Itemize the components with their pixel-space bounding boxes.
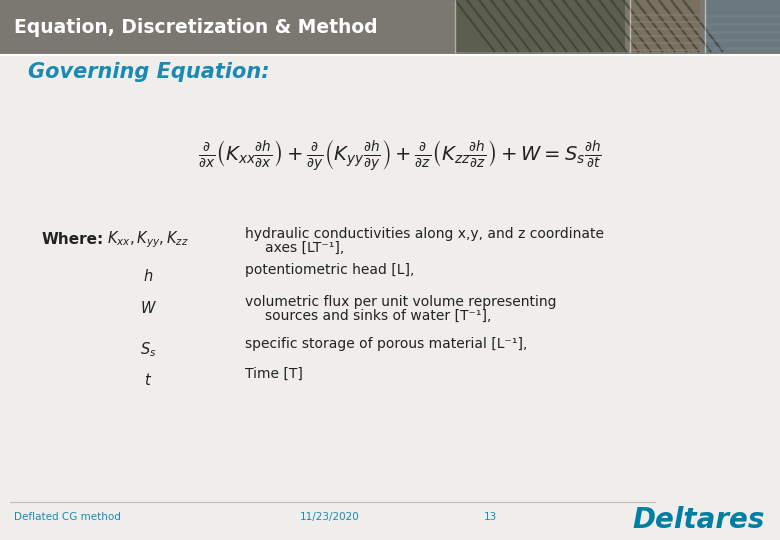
Text: specific storage of porous material [L⁻¹],: specific storage of porous material [L⁻¹… <box>245 337 527 351</box>
Text: $S_s$: $S_s$ <box>140 341 156 359</box>
Bar <box>455 0 625 52</box>
Text: Governing Equation:: Governing Equation: <box>28 62 270 82</box>
Text: Deltares: Deltares <box>633 506 765 534</box>
Text: Equation, Discretization & Method: Equation, Discretization & Method <box>14 18 378 37</box>
Text: Time [T]: Time [T] <box>245 367 303 381</box>
Text: $t$: $t$ <box>144 372 152 388</box>
Text: 11/23/2020: 11/23/2020 <box>300 512 360 522</box>
Text: sources and sinks of water [T⁻¹],: sources and sinks of water [T⁻¹], <box>265 309 491 323</box>
Text: potentiometric head [L],: potentiometric head [L], <box>245 263 414 277</box>
Text: 13: 13 <box>484 512 497 522</box>
Text: $h$: $h$ <box>143 268 153 284</box>
Text: $W$: $W$ <box>140 300 157 316</box>
Bar <box>630 0 700 52</box>
Text: volumetric flux per unit volume representing: volumetric flux per unit volume represen… <box>245 295 556 309</box>
Bar <box>705 0 780 52</box>
Text: Deflated CG method: Deflated CG method <box>14 512 121 522</box>
Text: Where:: Where: <box>42 233 105 247</box>
Text: hydraulic conductivities along x,y, and z coordinate: hydraulic conductivities along x,y, and … <box>245 227 604 241</box>
Text: $K_{xx},K_{yy},K_{zz}$: $K_{xx},K_{yy},K_{zz}$ <box>107 230 189 251</box>
Text: $\frac{\partial}{\partial x}\left(K_{xx}\frac{\partial h}{\partial x}\right)+\fr: $\frac{\partial}{\partial x}\left(K_{xx}… <box>198 137 602 173</box>
Text: axes [LT⁻¹],: axes [LT⁻¹], <box>265 241 344 255</box>
Bar <box>0 0 780 55</box>
